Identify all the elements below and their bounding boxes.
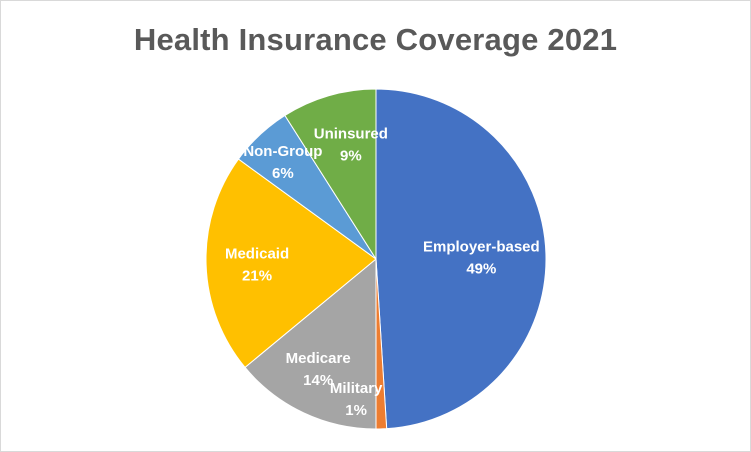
slice-label-percent: 49%	[466, 261, 496, 278]
slice-label-percent: 14%	[303, 372, 333, 389]
slice-label-category: Uninsured	[314, 126, 388, 143]
slice-label-category: Employer-based	[423, 239, 540, 256]
pie-slice-medicaid	[205, 158, 377, 369]
chart-title: Health Insurance Coverage 2021	[133, 22, 618, 57]
pie-slice-employer-based	[375, 88, 547, 430]
slice-label-category: Non-Group	[243, 143, 322, 160]
slice-label-category: Military	[330, 380, 383, 397]
slice-label-category: Medicaid	[225, 246, 289, 263]
slice-label-percent: 6%	[272, 165, 294, 182]
slice-label-percent: 9%	[340, 148, 362, 165]
slice-label-category: Medicare	[286, 350, 351, 367]
slice-label-percent: 21%	[242, 268, 272, 285]
pie-slice-uninsured	[284, 88, 377, 261]
slice-label-percent: 1%	[345, 402, 367, 419]
pie-slice-medicare	[244, 257, 377, 430]
